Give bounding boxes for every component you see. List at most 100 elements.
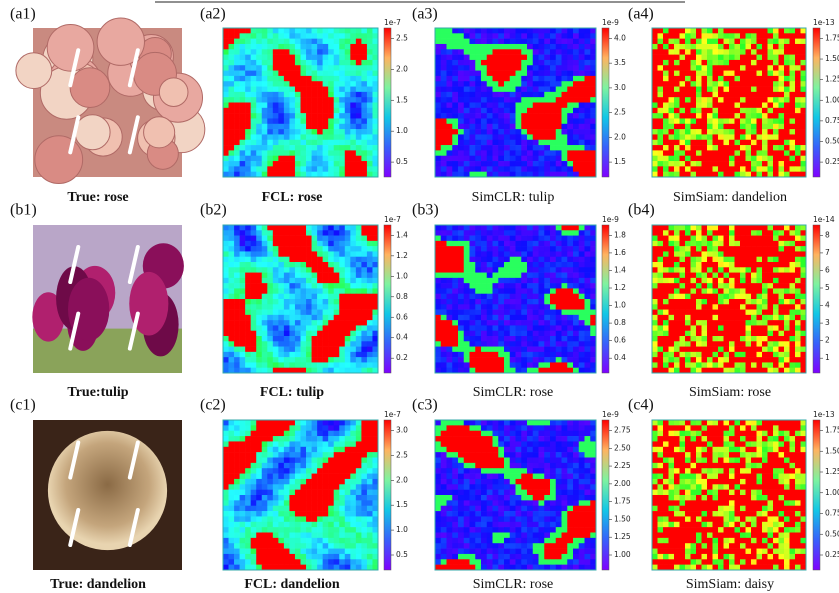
heatmap-cell bbox=[312, 278, 318, 284]
heatmap-cell bbox=[801, 251, 807, 257]
heatmap-cell bbox=[790, 241, 796, 247]
heatmap-cell bbox=[729, 299, 735, 305]
heatmap-cell bbox=[585, 161, 591, 167]
heatmap-cell bbox=[234, 108, 240, 114]
heatmap-cell bbox=[779, 33, 785, 39]
heatmap-cell bbox=[724, 124, 730, 130]
heatmap-cell bbox=[510, 357, 516, 363]
heatmap-cell bbox=[795, 262, 801, 268]
heatmap-cell bbox=[262, 33, 268, 39]
heatmap-cell bbox=[516, 304, 522, 310]
heatmap-cell bbox=[521, 65, 527, 71]
heatmap-cell bbox=[334, 273, 340, 279]
heatmap-cell bbox=[573, 362, 579, 368]
heatmap-cell bbox=[533, 81, 539, 87]
heatmap-cell bbox=[696, 60, 702, 66]
heatmap-cell bbox=[696, 81, 702, 87]
heatmap-cell bbox=[674, 315, 680, 321]
heatmap-cell bbox=[539, 103, 545, 109]
heatmap-cell bbox=[801, 49, 807, 55]
heatmap-cell bbox=[273, 97, 279, 103]
heatmap-cell bbox=[251, 97, 257, 103]
heatmap-cell bbox=[306, 294, 312, 300]
heatmap-cell bbox=[435, 156, 441, 162]
heatmap-cell bbox=[245, 336, 251, 342]
heatmap-cell bbox=[550, 294, 556, 300]
heatmap-cell bbox=[516, 150, 522, 156]
heatmap-cell bbox=[356, 81, 362, 87]
heatmap-cell bbox=[544, 87, 550, 93]
heatmap-cell bbox=[590, 97, 596, 103]
heatmap-cell bbox=[801, 273, 807, 279]
heatmap-cell bbox=[487, 357, 493, 363]
heatmap-cell bbox=[779, 273, 785, 279]
heatmap-cell bbox=[345, 283, 351, 289]
heatmap-cell bbox=[229, 441, 235, 447]
heatmap-cell bbox=[350, 124, 356, 130]
heatmap-cell bbox=[295, 103, 301, 109]
heatmap-cell bbox=[367, 362, 373, 368]
heatmap-cell bbox=[573, 278, 579, 284]
heatmap-cell bbox=[790, 156, 796, 162]
heatmap-cell bbox=[729, 87, 735, 93]
heatmap-cell bbox=[245, 299, 251, 305]
heatmap-cell bbox=[746, 103, 752, 109]
heatmap-cell bbox=[751, 65, 757, 71]
heatmap-cell bbox=[556, 225, 562, 231]
heatmap-cell bbox=[762, 236, 768, 242]
heatmap-cell bbox=[464, 55, 470, 61]
heatmap-cell bbox=[435, 283, 441, 289]
heatmap-cell bbox=[567, 92, 573, 98]
heatmap-cell bbox=[713, 331, 719, 337]
heatmap-cell bbox=[533, 236, 539, 242]
heatmap-cell bbox=[539, 304, 545, 310]
heatmap-cell bbox=[669, 320, 675, 326]
heatmap-cell bbox=[544, 331, 550, 337]
heatmap-cell bbox=[702, 44, 708, 50]
heatmap-cell bbox=[516, 294, 522, 300]
heatmap-cell bbox=[345, 320, 351, 326]
heatmap-cell bbox=[746, 251, 752, 257]
heatmap-cell bbox=[447, 310, 453, 316]
heatmap-cell bbox=[481, 267, 487, 273]
heatmap-cell bbox=[273, 299, 279, 305]
heatmap-cell bbox=[718, 251, 724, 257]
heatmap-cell bbox=[521, 33, 527, 39]
heatmap-cell bbox=[350, 134, 356, 140]
heatmap-cell bbox=[367, 65, 373, 71]
heatmap-cell bbox=[251, 172, 257, 178]
heatmap-cell bbox=[801, 241, 807, 247]
heatmap-cell bbox=[295, 347, 301, 353]
heatmap-cell bbox=[674, 113, 680, 119]
heatmap-cell bbox=[273, 230, 279, 236]
heatmap-cell bbox=[470, 65, 476, 71]
heatmap-cell bbox=[773, 44, 779, 50]
heatmap-cell bbox=[372, 325, 378, 331]
heatmap-cell bbox=[585, 362, 591, 368]
heatmap-cell bbox=[762, 156, 768, 162]
heatmap-cell bbox=[527, 246, 533, 252]
heatmap-cell bbox=[372, 28, 378, 34]
heatmap-cell bbox=[452, 278, 458, 284]
heatmap-cell bbox=[481, 113, 487, 119]
heatmap-cell bbox=[567, 267, 573, 273]
heatmap-cell bbox=[762, 134, 768, 140]
heatmap-cell bbox=[464, 257, 470, 263]
heatmap-cell bbox=[550, 103, 556, 109]
heatmap-cell bbox=[441, 236, 447, 242]
heatmap-cell bbox=[361, 310, 367, 316]
heatmap-cell bbox=[544, 60, 550, 66]
heatmap-cell bbox=[493, 28, 499, 34]
heatmap-cell bbox=[256, 140, 262, 146]
heatmap-cell bbox=[702, 108, 708, 114]
heatmap-cell bbox=[504, 341, 510, 347]
heatmap-cell bbox=[768, 341, 774, 347]
heatmap-cell bbox=[510, 156, 516, 162]
heatmap-cell bbox=[757, 150, 763, 156]
heatmap-cell bbox=[556, 49, 562, 55]
heatmap-cell bbox=[685, 352, 691, 358]
heatmap-cell bbox=[669, 172, 675, 178]
heatmap-cell bbox=[256, 97, 262, 103]
heatmap-cell bbox=[295, 28, 301, 34]
heatmap-cell bbox=[680, 76, 686, 82]
